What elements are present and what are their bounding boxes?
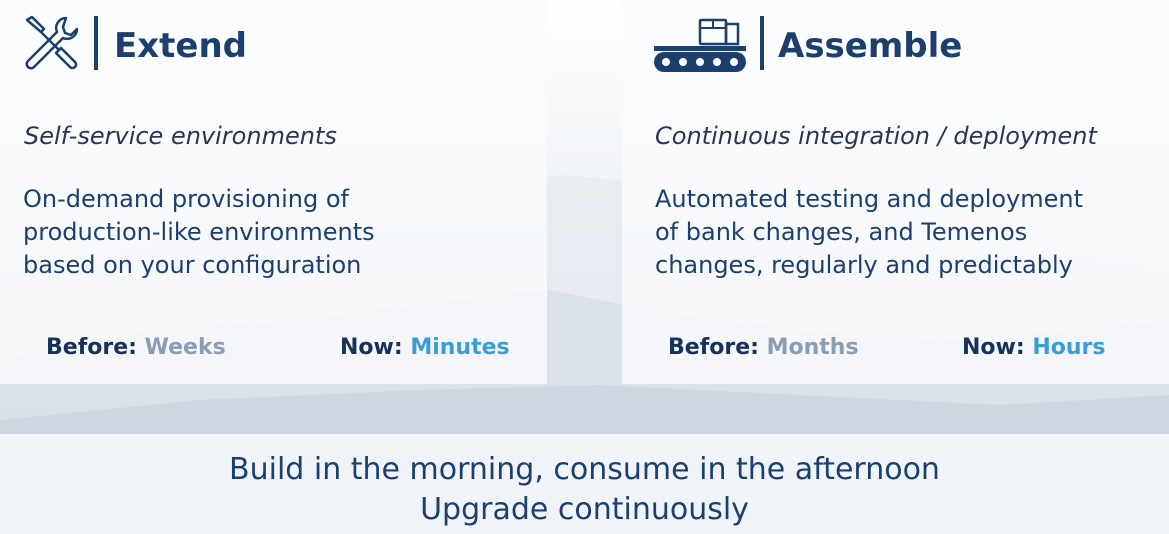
assemble-subtitle: Continuous integration / deployment	[655, 122, 1097, 150]
extend-now-stat: Now: Minutes	[340, 335, 510, 360]
now-value: Hours	[1032, 335, 1106, 360]
extend-description: On-demand provisioning of production-lik…	[23, 185, 375, 279]
now-label: Now:	[962, 335, 1025, 360]
footer-banner: Build in the morning, consume in the aft…	[0, 434, 1169, 534]
assemble-now-stat: Now: Hours	[962, 335, 1105, 360]
footer-line-1: Build in the morning, consume in the aft…	[229, 452, 940, 487]
header-divider	[94, 16, 98, 70]
before-label: Before:	[668, 335, 759, 360]
conveyor-belt-icon	[654, 18, 746, 76]
before-label: Before:	[46, 335, 137, 360]
header-divider	[760, 16, 764, 70]
assemble-title: Assemble	[778, 26, 963, 66]
extend-title: Extend	[114, 26, 248, 66]
assemble-panel: Assemble Continuous integration / deploy…	[622, 0, 1169, 384]
extend-subtitle: Self-service environments	[24, 122, 337, 150]
tools-icon	[22, 14, 82, 78]
now-label: Now:	[340, 335, 403, 360]
extend-panel: Extend Self-service environments On-dema…	[0, 0, 547, 384]
footer-line-2: Upgrade continuously	[420, 492, 749, 527]
now-value: Minutes	[410, 335, 510, 360]
assemble-before-stat: Before: Months	[668, 335, 859, 360]
assemble-description: Automated testing and deployment of bank…	[655, 185, 1084, 279]
before-value: Months	[766, 335, 859, 360]
extend-before-stat: Before: Weeks	[46, 335, 226, 360]
before-value: Weeks	[144, 335, 226, 360]
